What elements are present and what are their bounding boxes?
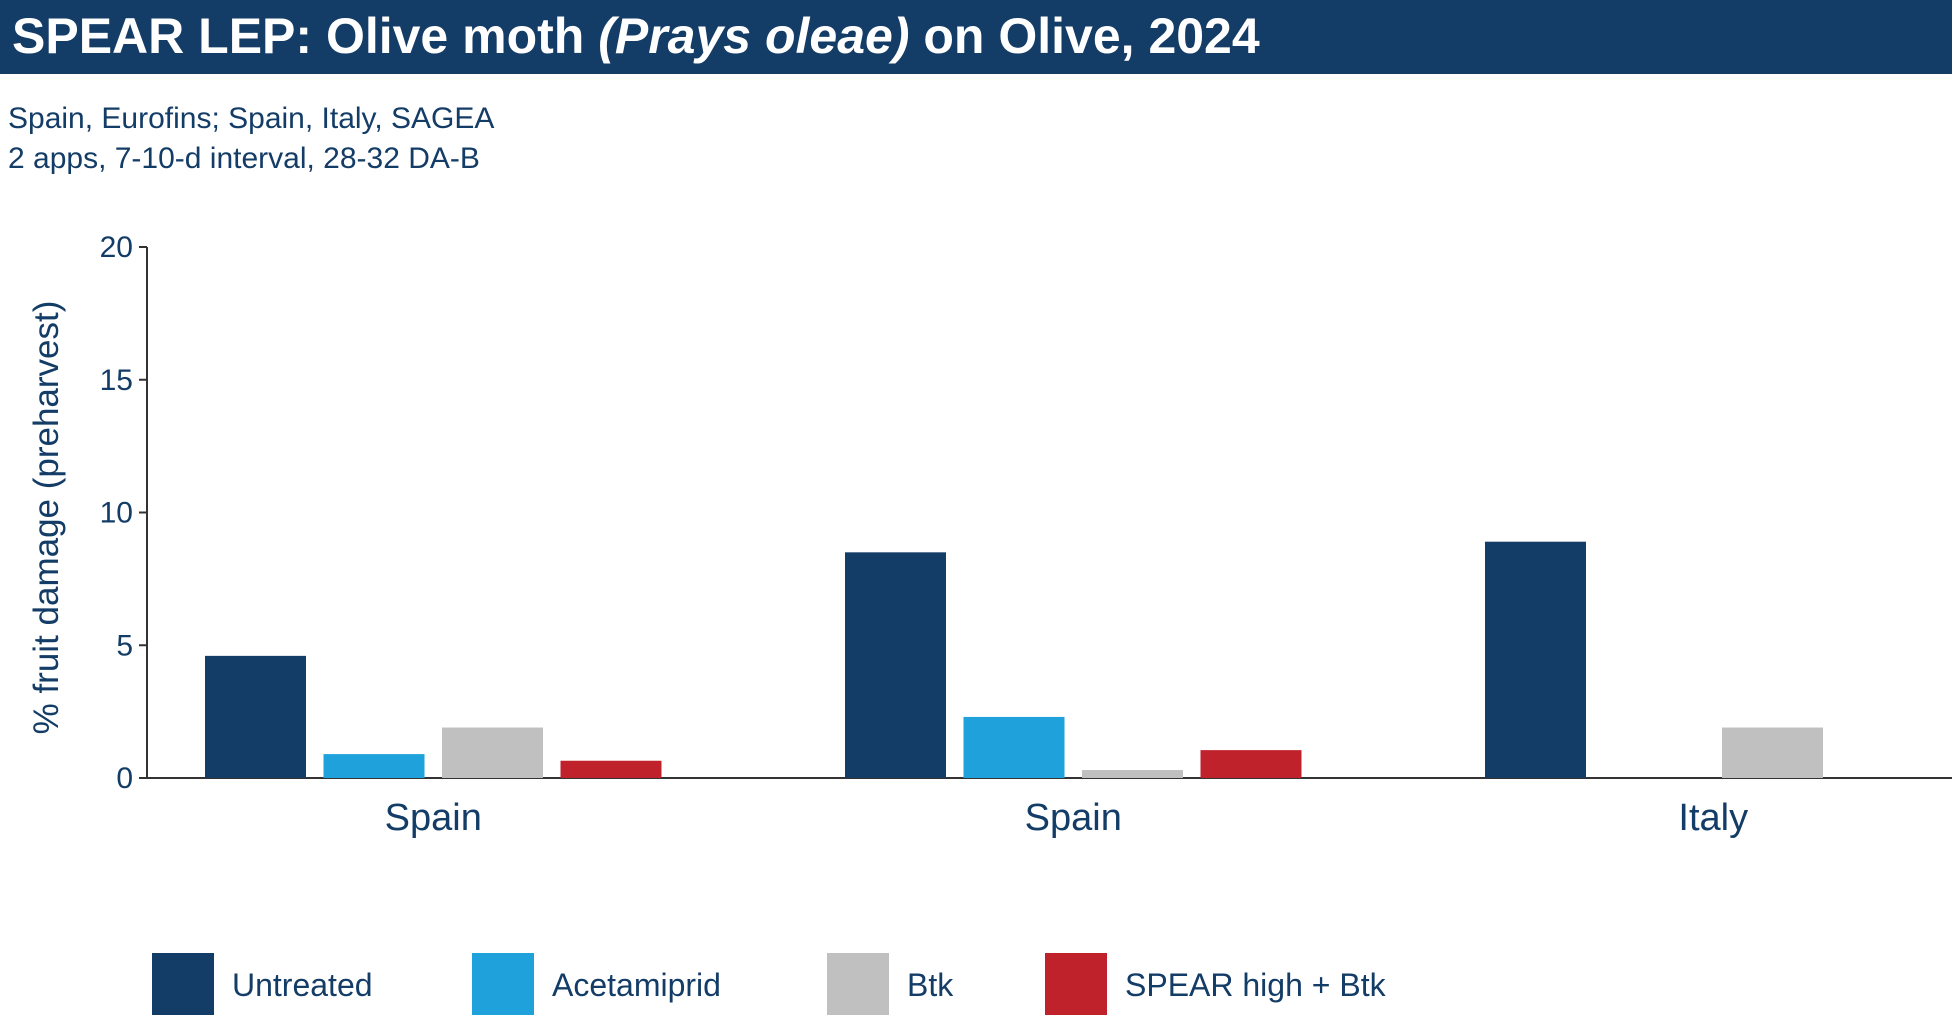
legend-swatch-btk — [827, 953, 889, 1015]
legend-swatch-acetamiprid — [472, 953, 534, 1015]
bar-acetamiprid-1 — [323, 754, 425, 778]
x-category-label: Italy — [1678, 797, 1748, 839]
bar-untreated-2 — [845, 552, 946, 778]
title-bar: SPEAR LEP: Olive moth (Prays oleae) on O… — [0, 0, 1952, 74]
bar-spear-high-btk-2 — [1200, 750, 1302, 778]
legend-label-acetamiprid: Acetamiprid — [552, 967, 721, 1003]
legend-label-btk: Btk — [907, 967, 954, 1003]
y-tick-label: 20 — [100, 231, 133, 264]
bar-btk-3 — [1722, 727, 1823, 778]
bar-btk-1 — [442, 727, 543, 778]
y-axis-title: % fruit damage (preharvest) — [27, 301, 66, 735]
y-tick-label: 5 — [116, 629, 133, 662]
x-category-label: Spain — [1025, 797, 1122, 839]
bar-spear-high-btk-1 — [560, 760, 662, 778]
legend-swatch-untreated — [152, 953, 214, 1015]
title-prefix: SPEAR LEP: Olive moth — [12, 8, 599, 64]
chart-plot: 0 5 10 15 20 % fruit damage (preharvest) Spain… — [27, 231, 1952, 839]
title-suffix: on Olive, 2024 — [909, 8, 1260, 64]
legend-label-untreated: Untreated — [232, 967, 373, 1003]
x-category-label: Spain — [385, 797, 482, 839]
legend-swatch-spear-high-btk — [1045, 953, 1107, 1015]
y-tick-label: 0 — [116, 762, 133, 795]
chart-title: SPEAR LEP: Olive moth (Prays oleae) on O… — [12, 6, 1260, 66]
bar-acetamiprid-2 — [963, 716, 1065, 778]
bar-btk-2 — [1082, 770, 1183, 778]
y-tick-label: 15 — [100, 364, 133, 397]
subtitle-line-2: 2 apps, 7-10-d interval, 28-32 DA-B — [8, 142, 480, 175]
legend-label-spear-high-btk: SPEAR high + Btk — [1125, 967, 1386, 1003]
y-tick-label: 10 — [100, 497, 133, 530]
bar-untreated-1 — [205, 655, 306, 778]
subtitle-line-1: Spain, Eurofins; Spain, Italy, SAGEA — [8, 102, 495, 135]
title-species: (Prays oleae) — [598, 8, 910, 64]
bar-untreated-3 — [1485, 541, 1586, 778]
